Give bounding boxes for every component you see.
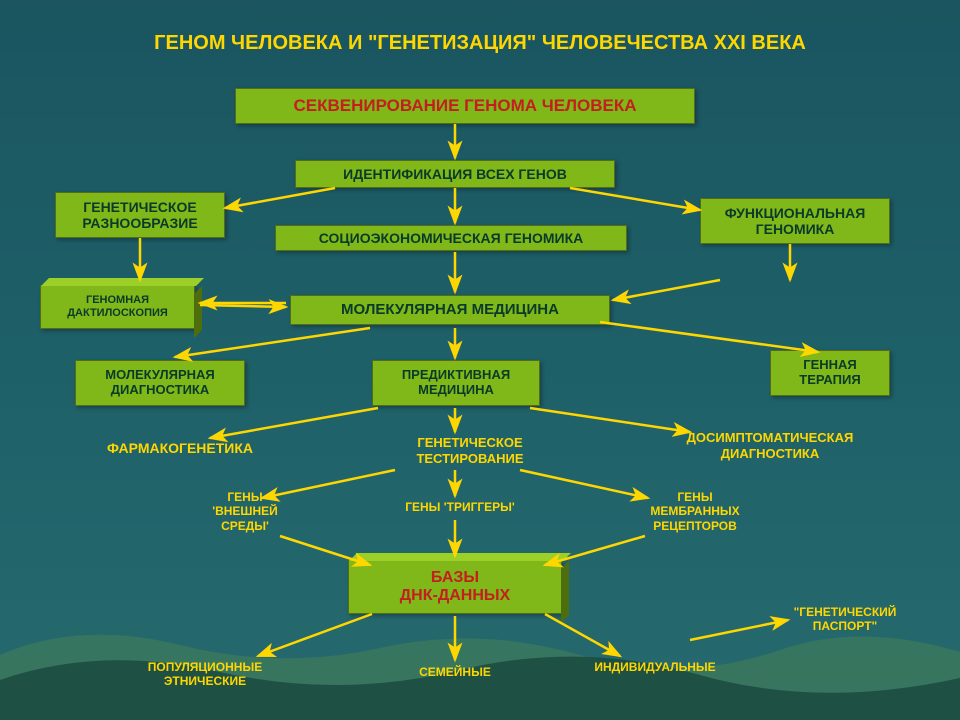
slide-title: ГЕНОМ ЧЕЛОВЕКА И "ГЕНЕТИЗАЦИЯ" ЧЕЛОВЕЧЕС… bbox=[0, 32, 960, 55]
label-pass: "ГЕНЕТИЧЕСКИЙ ПАСПОРТ" bbox=[760, 605, 930, 634]
box-dact: ГЕНОМНАЯ ДАКТИЛОСКОПИЯ bbox=[40, 285, 195, 329]
arrow bbox=[613, 280, 720, 300]
arrow bbox=[210, 408, 378, 438]
label-presym: ДОСИМПТОМАТИЧЕСКАЯ ДИАГНОСТИКА bbox=[650, 430, 890, 461]
arrow bbox=[258, 614, 372, 656]
arrow bbox=[545, 614, 620, 656]
label-memb: ГЕНЫ МЕМБРАННЫХ РЕЦЕПТОРОВ bbox=[620, 490, 770, 533]
arrow bbox=[570, 188, 700, 210]
arrow bbox=[225, 188, 335, 208]
box-molmed: МОЛЕКУЛЯРНАЯ МЕДИЦИНА bbox=[290, 295, 610, 325]
label-ind: ИНДИВИДУАЛЬНЫЕ bbox=[565, 660, 745, 674]
box-moldiag: МОЛЕКУЛЯРНАЯ ДИАГНОСТИКА bbox=[75, 360, 245, 406]
label-gentest: ГЕНЕТИЧЕСКОЕ ТЕСТИРОВАНИЕ bbox=[385, 435, 555, 466]
box-gene: ГЕННАЯ ТЕРАПИЯ bbox=[770, 350, 890, 396]
label-fam: СЕМЕЙНЫЕ bbox=[400, 665, 510, 679]
arrow bbox=[200, 305, 286, 307]
box-divers: ГЕНЕТИЧЕСКОЕ РАЗНООБРАЗИЕ bbox=[55, 192, 225, 238]
arrow bbox=[600, 322, 818, 352]
label-env: ГЕНЫ 'ВНЕШНЕЙ СРЕДЫ' bbox=[190, 490, 300, 533]
box-pred: ПРЕДИКТИВНАЯ МЕДИЦИНА bbox=[372, 360, 540, 406]
label-pop: ПОПУЛЯЦИОННЫЕ ЭТНИЧЕСКИЕ bbox=[120, 660, 290, 689]
label-trig: ГЕНЫ 'ТРИГГЕРЫ' bbox=[385, 500, 535, 514]
arrow bbox=[175, 328, 370, 357]
arrow bbox=[530, 408, 690, 432]
box-ident: ИДЕНТИФИКАЦИЯ ВСЕХ ГЕНОВ bbox=[295, 160, 615, 188]
label-pharma: ФАРМАКОГЕНЕТИКА bbox=[70, 440, 290, 457]
box-seq: СЕКВЕНИРОВАНИЕ ГЕНОМА ЧЕЛОВЕКА bbox=[235, 88, 695, 124]
box-socio: СОЦИОЭКОНОМИЧЕСКАЯ ГЕНОМИКА bbox=[275, 225, 627, 251]
box-func: ФУНКЦИОНАЛЬНАЯ ГЕНОМИКА bbox=[700, 198, 890, 244]
box-dna: БАЗЫ ДНК-ДАННЫХ bbox=[348, 560, 562, 614]
